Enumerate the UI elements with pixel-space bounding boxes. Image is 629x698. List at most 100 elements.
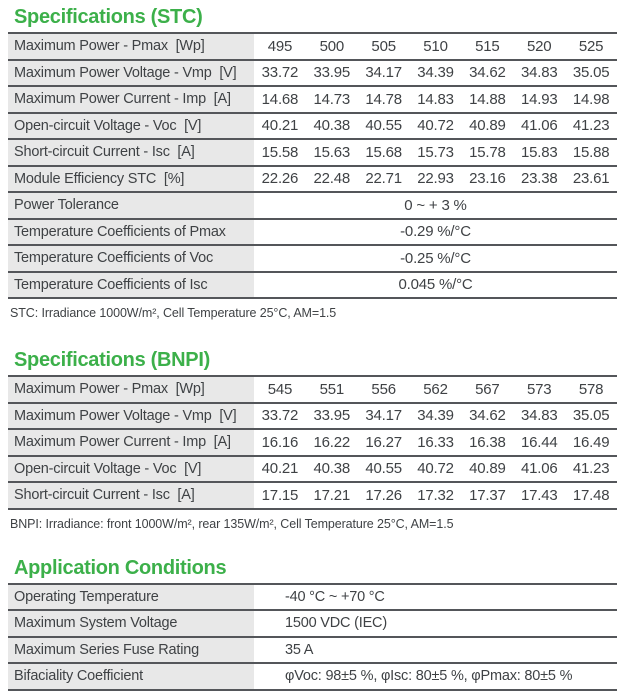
- cell-value: 500: [319, 37, 345, 55]
- cell-value: 16.49: [572, 433, 610, 451]
- cell-value: 17.48: [572, 486, 610, 504]
- cell-value: 33.72: [261, 407, 299, 425]
- table-row: Power Tolerance 0 ~ + 3 %: [8, 193, 617, 220]
- table-row: Maximum Power Voltage - Vmp [V] 33.72 33…: [8, 403, 617, 430]
- table-row: Open-circuit Voltage - Voc [V] 40.21 40.…: [8, 113, 617, 140]
- cell-value: 40.72: [417, 117, 454, 135]
- row-values: -0.25 %/°C: [254, 246, 617, 271]
- cell-value: 15.58: [261, 143, 299, 161]
- cell-value: 17.43: [520, 486, 558, 504]
- cell-value: 34.39: [417, 407, 454, 425]
- cell-value: 16.44: [520, 433, 558, 451]
- cell-value: 41.23: [572, 117, 610, 135]
- row-label: Maximum System Voltage: [8, 611, 254, 636]
- row-label: Open-circuit Voltage - Voc [V]: [8, 456, 254, 481]
- application-conditions-table: Operating Temperature -40 °C ~ +70 °C Ma…: [8, 582, 617, 691]
- cell-value: 23.61: [572, 170, 610, 188]
- cell-value: 16.27: [365, 433, 402, 451]
- cell-value: 14.98: [572, 90, 610, 108]
- section-title-bnpi: Specifications (BNPI): [14, 349, 210, 371]
- bnpi-footnote: BNPI: Irradiance: front 1000W/m², rear 1…: [10, 516, 454, 531]
- cell-value: φVoc: 98±5 %, φIsc: 80±5 %, φPmax: 80±5 …: [285, 668, 573, 685]
- cell-value: 15.83: [520, 143, 558, 161]
- cell-value: 40.89: [469, 117, 506, 135]
- row-label: Maximum Power Current - Imp [A]: [8, 87, 254, 112]
- cell-value: 551: [319, 380, 345, 398]
- cell-value: 22.71: [365, 170, 402, 188]
- cell-value: 41.23: [572, 460, 610, 478]
- table-row: Maximum Power Current - Imp [A] 16.16 16…: [8, 430, 617, 457]
- row-label: Maximum Power Voltage - Vmp [V]: [8, 403, 254, 428]
- cell-value: 15.63: [313, 143, 351, 161]
- cell-value: 34.17: [365, 407, 402, 425]
- cell-value: 573: [527, 380, 552, 398]
- row-label: Operating Temperature: [8, 584, 254, 609]
- cell-value: 15.73: [417, 143, 454, 161]
- cell-value: 22.26: [261, 170, 299, 188]
- row-values: 0 ~ + 3 %: [254, 193, 617, 218]
- cell-value: 40.55: [365, 117, 402, 135]
- cell-value: 14.88: [469, 90, 506, 108]
- cell-value: -0.29 %/°C: [400, 223, 471, 241]
- cell-value: 40.21: [261, 460, 299, 478]
- cell-value: 33.95: [313, 407, 351, 425]
- table-row: Short-circuit Current - Isc [A] 17.15 17…: [8, 483, 617, 510]
- cell-value: 40.55: [365, 460, 402, 478]
- row-values: 33.72 33.95 34.17 34.39 34.62 34.83 35.0…: [254, 61, 617, 86]
- row-label: Module Efficiency STC [%]: [8, 166, 254, 191]
- cell-value: 16.33: [417, 433, 454, 451]
- cell-value: 17.26: [365, 486, 402, 504]
- cell-value: 41.06: [520, 117, 558, 135]
- row-values: 16.16 16.22 16.27 16.33 16.38 16.44 16.4…: [254, 430, 617, 455]
- cell-value: 40.38: [313, 117, 351, 135]
- cell-value: 17.32: [417, 486, 454, 504]
- cell-value: 14.83: [417, 90, 454, 108]
- cell-value: 34.39: [417, 64, 454, 82]
- cell-value: 0.045 %/°C: [398, 276, 473, 294]
- cell-value: 41.06: [520, 460, 558, 478]
- table-row: Maximum Series Fuse Rating 35 A: [8, 637, 617, 664]
- row-label: Maximum Power Voltage - Vmp [V]: [8, 60, 254, 85]
- cell-value: 545: [267, 380, 293, 398]
- cell-value: 578: [578, 380, 604, 398]
- cell-value: 16.16: [261, 433, 299, 451]
- table-row: Maximum Power - Pmax [Wp] 495 500 505 51…: [8, 34, 617, 61]
- cell-value: 556: [371, 380, 396, 398]
- cell-value: 15.88: [572, 143, 610, 161]
- cell-value: 17.37: [469, 486, 506, 504]
- cell-value: 22.93: [417, 170, 454, 188]
- row-values: 15.58 15.63 15.68 15.73 15.78 15.83 15.8…: [254, 140, 617, 165]
- row-values: -0.29 %/°C: [254, 220, 617, 245]
- table-row: Temperature Coefficients of Isc 0.045 %/…: [8, 272, 617, 299]
- row-label: Maximum Power - Pmax [Wp]: [8, 34, 254, 59]
- cell-value: 16.38: [469, 433, 506, 451]
- cell-value: 35.05: [572, 407, 610, 425]
- cell-value: 510: [423, 37, 448, 55]
- cell-value: 515: [475, 37, 500, 55]
- row-values: 17.15 17.21 17.26 17.32 17.37 17.43 17.4…: [254, 483, 617, 508]
- cell-value: 14.73: [313, 90, 351, 108]
- cell-value: 505: [371, 37, 396, 55]
- cell-value: 34.83: [520, 64, 558, 82]
- row-values: φVoc: 98±5 %, φIsc: 80±5 %, φPmax: 80±5 …: [254, 664, 617, 689]
- stc-footnote: STC: Irradiance 1000W/m², Cell Temperatu…: [10, 306, 337, 320]
- cell-value: 1500 VDC (IEC): [285, 615, 387, 632]
- cell-value: 35 A: [285, 641, 314, 658]
- cell-value: 40.38: [313, 460, 351, 478]
- cell-value: 22.48: [313, 170, 351, 188]
- row-values: 14.68 14.73 14.78 14.83 14.88 14.93 14.9…: [254, 87, 617, 112]
- row-values: 33.72 33.95 34.17 34.39 34.62 34.83 35.0…: [254, 404, 617, 429]
- table-row: Maximum Power - Pmax [Wp] 545 551 556 56…: [8, 377, 617, 404]
- cell-value: 23.38: [520, 170, 558, 188]
- row-values: 40.21 40.38 40.55 40.72 40.89 41.06 41.2…: [254, 457, 617, 482]
- cell-value: 15.68: [365, 143, 402, 161]
- row-label: Power Tolerance: [8, 193, 254, 218]
- cell-value: 17.15: [261, 486, 299, 504]
- stc-table: Maximum Power - Pmax [Wp] 495 500 505 51…: [8, 32, 617, 299]
- cell-value: 35.05: [572, 64, 610, 82]
- cell-value: 34.17: [365, 64, 402, 82]
- table-row: Maximum Power Voltage - Vmp [V] 33.72 33…: [8, 60, 617, 87]
- cell-value: 34.83: [520, 407, 558, 425]
- cell-value: 567: [475, 380, 500, 398]
